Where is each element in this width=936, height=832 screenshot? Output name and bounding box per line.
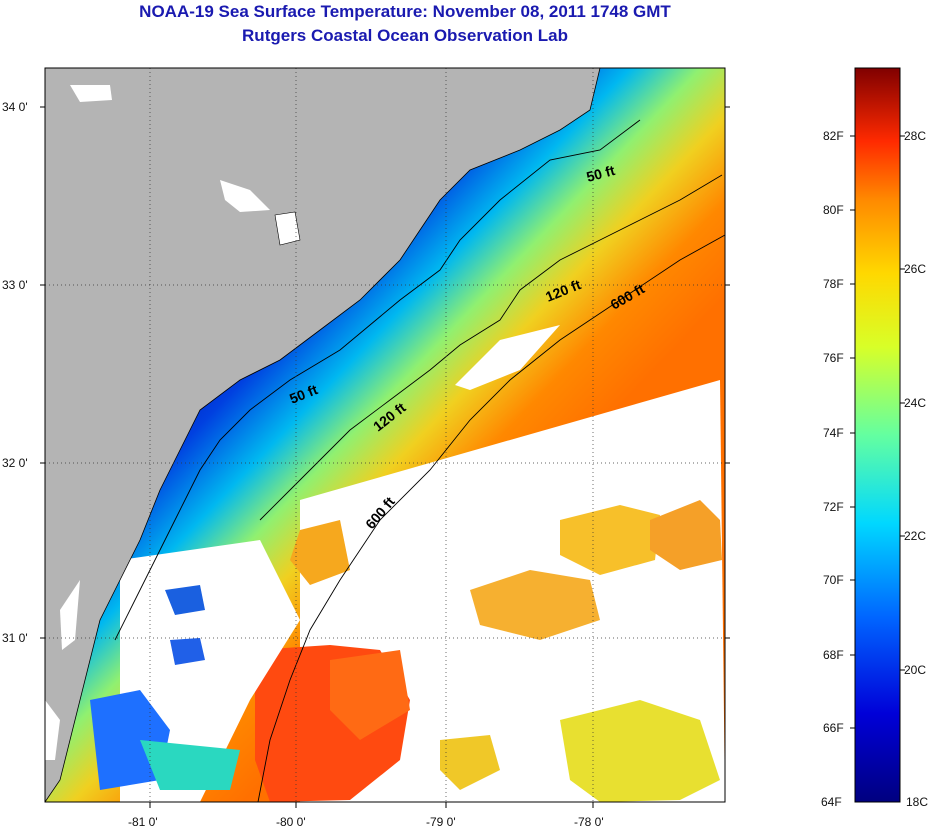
lon-tick-79: -79 0' xyxy=(426,815,456,829)
map-grid xyxy=(45,68,725,802)
colorbar-ticks xyxy=(850,135,905,729)
cb-c-28: 28C xyxy=(904,129,926,143)
lon-tick-80: -80 0' xyxy=(276,815,306,829)
lat-tick-33: 33 0' xyxy=(2,278,28,292)
land-cloud-patch-2 xyxy=(60,580,80,650)
lon-tick-78: -78 0' xyxy=(574,815,604,829)
sst-map-panel: 50 ft 50 ft 120 ft 120 ft 600 ft 600 ft xyxy=(45,68,725,802)
map-title: NOAA-19 Sea Surface Temperature: Novembe… xyxy=(139,2,671,21)
contour-50ft xyxy=(114,119,641,641)
map-frame xyxy=(44,67,726,803)
lat-tick-32: 32 0' xyxy=(2,456,28,470)
cb-c-20: 20C xyxy=(904,663,926,677)
inland-lake xyxy=(220,180,270,212)
cb-f-72: 72F xyxy=(823,500,844,514)
cb-f-74: 74F xyxy=(823,426,844,440)
cb-f-64: 64F xyxy=(821,795,842,809)
temperature-colorbar: 82F 80F 78F 76F 74F 72F 70F 68F 66F 64F … xyxy=(821,67,928,809)
lat-tick-31: 31 0' xyxy=(2,631,28,645)
cb-f-80: 80F xyxy=(823,203,844,217)
cb-c-18: 18C xyxy=(906,795,928,809)
cb-c-26: 26C xyxy=(904,262,926,276)
cb-f-70: 70F xyxy=(823,573,844,587)
cb-c-22: 22C xyxy=(904,529,926,543)
map-axis-ticks xyxy=(40,106,730,808)
inland-lake-2 xyxy=(274,211,301,246)
land-cloud-patch xyxy=(45,700,60,760)
contour-120ft xyxy=(259,174,723,521)
contour-600ft xyxy=(257,234,725,802)
cb-f-82: 82F xyxy=(823,129,844,143)
colorbar-gradient xyxy=(854,67,901,803)
contour-label-50ft-north: 50 ft xyxy=(585,162,617,185)
cb-f-66: 66F xyxy=(823,721,844,735)
cloud-mask xyxy=(90,325,725,802)
land-mass xyxy=(45,68,601,802)
cb-c-24: 24C xyxy=(904,396,926,410)
lat-tick-34: 34 0' xyxy=(2,100,28,114)
inland-lake-3 xyxy=(70,85,112,102)
cb-f-76: 76F xyxy=(823,351,844,365)
cb-f-78: 78F xyxy=(823,277,844,291)
bathymetry-contours xyxy=(114,119,725,802)
cb-f-68: 68F xyxy=(823,648,844,662)
map-subtitle: Rutgers Coastal Ocean Observation Lab xyxy=(242,26,568,45)
lon-tick-81: -81 0' xyxy=(128,815,158,829)
